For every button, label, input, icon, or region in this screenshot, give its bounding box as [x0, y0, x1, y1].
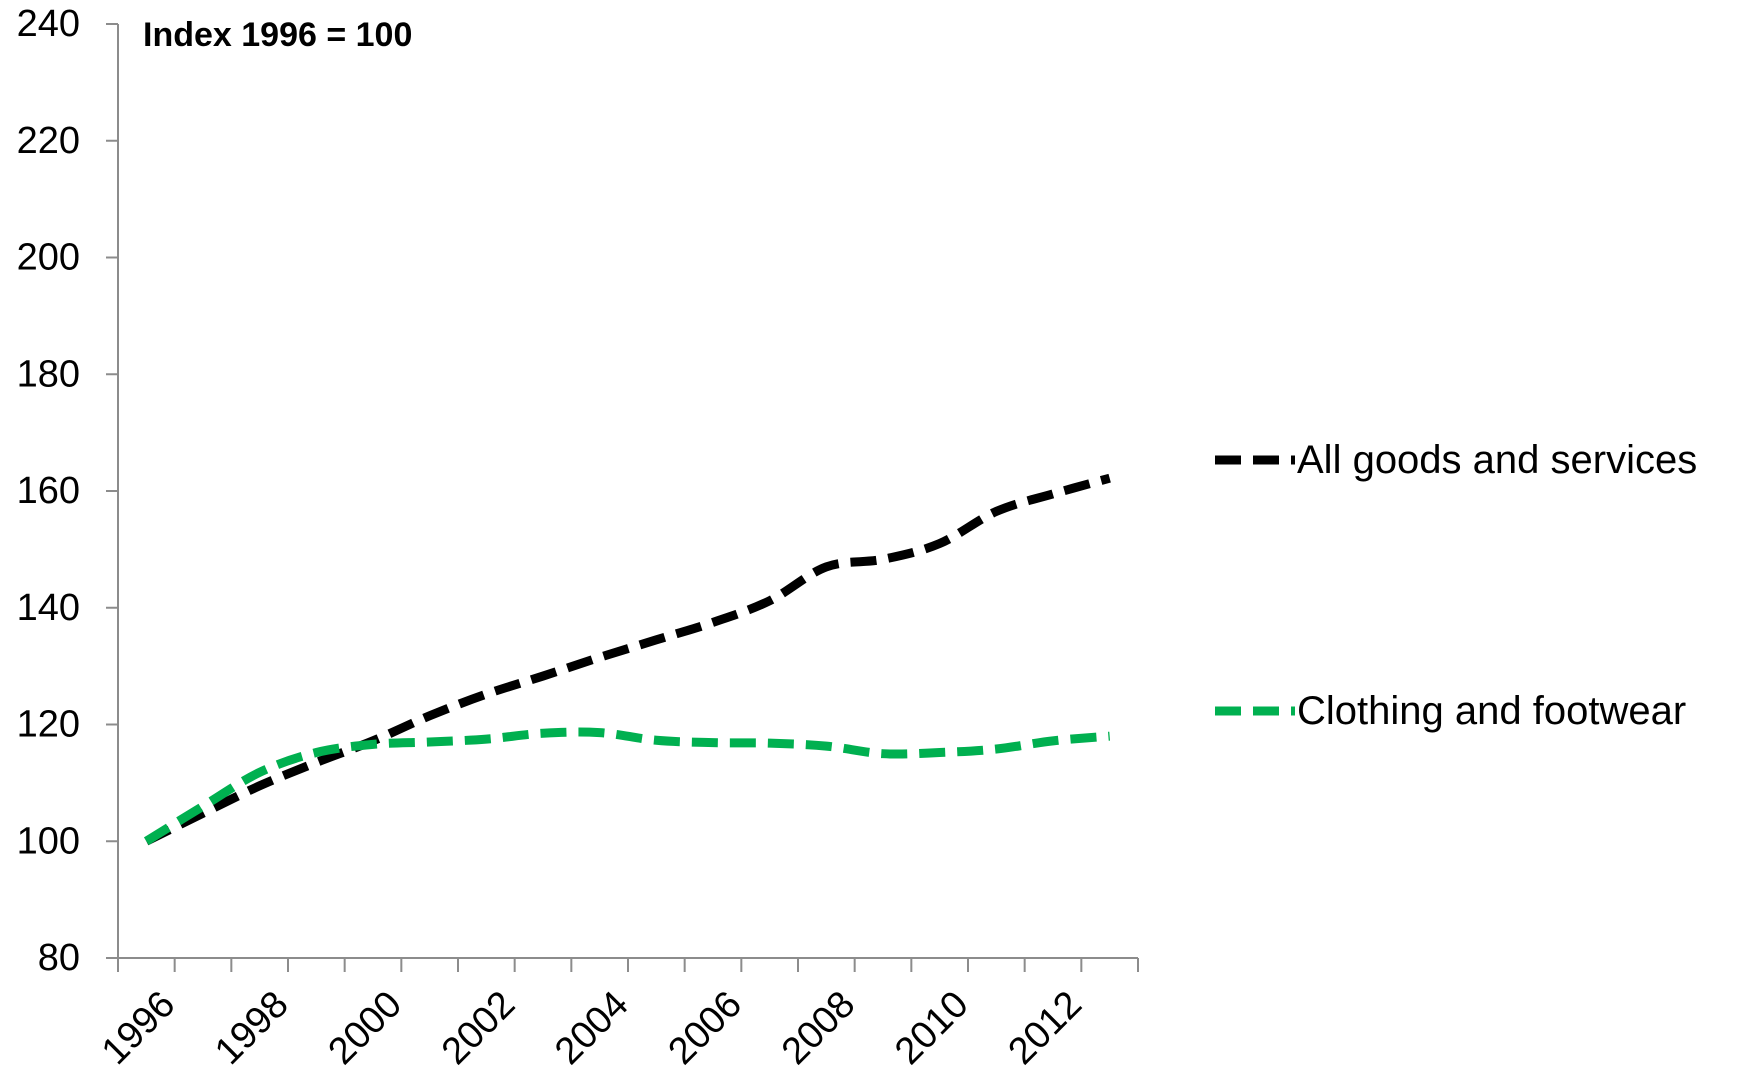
x-tick-label: 2004 — [547, 983, 636, 1070]
y-tick-label: 200 — [17, 237, 80, 279]
y-tick-label: 100 — [17, 820, 80, 862]
legend-label-2: Clothing and footwear — [1297, 689, 1686, 733]
legend: All goods and services Clothing and footw… — [1215, 438, 1697, 733]
y-tick-label: 160 — [17, 470, 80, 512]
y-tick-label: 240 — [17, 3, 80, 45]
x-tick-label: 2008 — [774, 983, 863, 1070]
index-annotation: Index 1996 = 100 — [143, 16, 412, 54]
y-tick-label: 120 — [17, 704, 80, 746]
series-line-1 — [144, 473, 1111, 846]
x-tick-label: 1998 — [207, 983, 296, 1070]
x-tick-label: 2000 — [321, 983, 410, 1070]
axes: 80 100 120 140 160 180 200 220 240 1996 1998 2000 20… — [17, 3, 1139, 1070]
x-tick-label: 2006 — [661, 983, 750, 1070]
x-tick-label: 2002 — [434, 983, 523, 1070]
x-tick-label: 2012 — [1001, 983, 1090, 1070]
series-layer — [143, 473, 1111, 846]
legend-label-1: All goods and services — [1297, 438, 1697, 482]
series-line-2 — [143, 727, 1111, 846]
x-tick-label: 2010 — [887, 983, 976, 1070]
y-tick-label: 140 — [17, 587, 80, 629]
y-tick-label: 180 — [17, 353, 80, 395]
x-tick-label: 1996 — [94, 983, 183, 1070]
y-tick-label: 80 — [38, 937, 80, 979]
y-tick-label: 220 — [17, 120, 80, 162]
